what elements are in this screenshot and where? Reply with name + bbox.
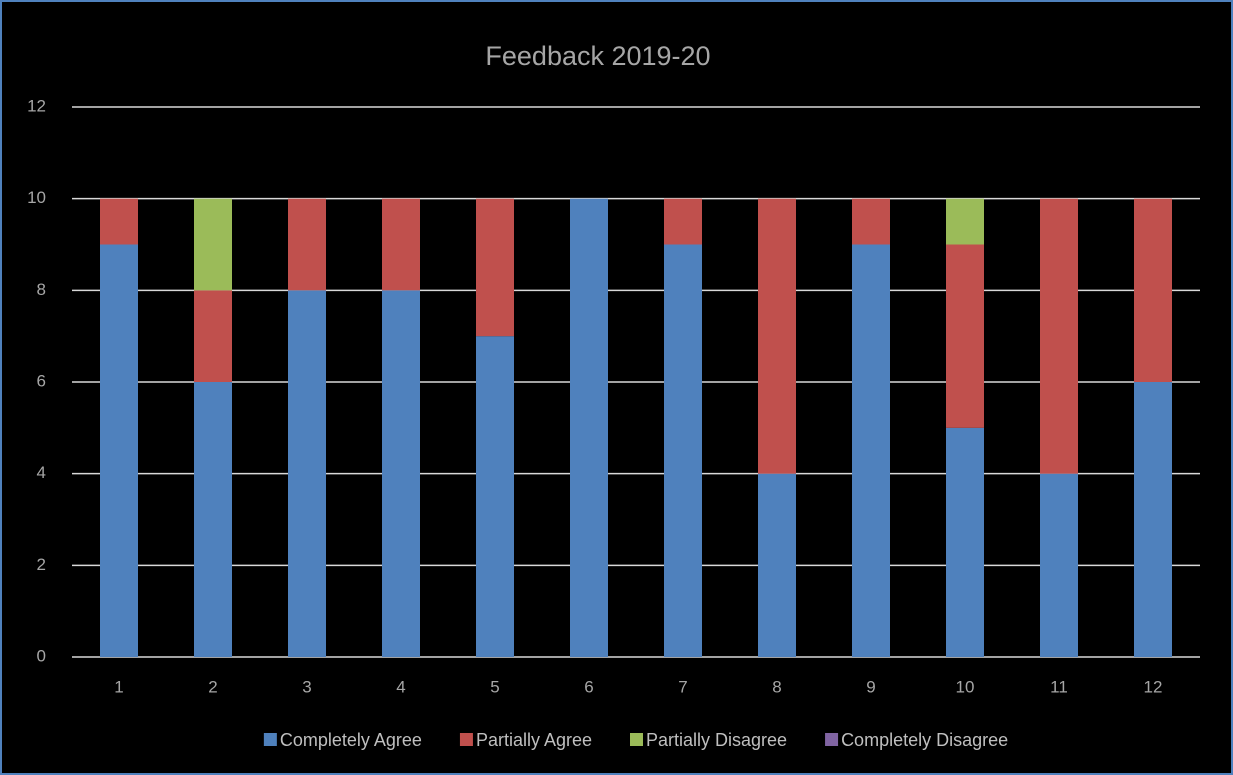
chart-title: Feedback 2019-20 — [485, 41, 710, 71]
bar-segment — [194, 382, 232, 657]
x-tick-label: 5 — [490, 677, 499, 696]
x-tick-label: 6 — [584, 677, 593, 696]
bar-segment — [382, 290, 420, 657]
bar-segment — [1040, 198, 1078, 474]
bar-segment — [664, 244, 702, 657]
x-tick-label: 3 — [302, 677, 311, 696]
y-tick-label: 4 — [37, 463, 46, 482]
legend-label: Completely Agree — [280, 730, 422, 750]
bar-segment — [476, 336, 514, 657]
legend-swatch — [630, 733, 643, 746]
bar-segment — [1134, 198, 1172, 382]
legend-label: Completely Disagree — [841, 730, 1008, 750]
x-tick-label: 2 — [208, 677, 217, 696]
bar-segment — [852, 244, 890, 657]
y-tick-label: 2 — [37, 555, 46, 574]
bar-segment — [664, 198, 702, 245]
bar-segment — [852, 198, 890, 245]
bar-segment — [194, 198, 232, 291]
x-tick-label: 4 — [396, 677, 405, 696]
legend-label: Partially Agree — [476, 730, 592, 750]
bar-segment — [946, 198, 984, 245]
bar-segment — [1134, 382, 1172, 657]
bar-segment — [476, 198, 514, 337]
legend-swatch — [825, 733, 839, 746]
bar-segment — [946, 244, 984, 428]
legend-swatch — [459, 733, 473, 746]
y-tick-label: 6 — [37, 371, 46, 390]
bar-segment — [288, 198, 326, 291]
bar-segment — [194, 290, 232, 382]
bar-segment — [100, 244, 138, 657]
x-tick-label: 7 — [678, 677, 687, 696]
bar-segment — [1040, 473, 1078, 657]
x-tick-label: 10 — [956, 677, 975, 696]
x-tick-label: 9 — [866, 677, 875, 696]
bar-segment — [288, 290, 326, 657]
x-tick-label: 8 — [772, 677, 781, 696]
bar-segment — [382, 198, 420, 291]
bar-segment — [100, 198, 138, 245]
bar-segment — [758, 198, 796, 474]
y-tick-label: 10 — [27, 188, 46, 207]
bar-segment — [758, 473, 796, 657]
x-tick-label: 11 — [1050, 677, 1068, 696]
y-tick-label: 12 — [27, 96, 46, 115]
legend-swatch — [263, 733, 277, 746]
bar-segment — [946, 427, 984, 657]
y-tick-label: 8 — [37, 280, 46, 299]
x-tick-label: 12 — [1144, 677, 1163, 696]
bar-segment — [570, 198, 608, 657]
x-tick-label: 1 — [114, 677, 123, 696]
y-tick-label: 0 — [37, 646, 46, 665]
legend-label: Partially Disagree — [646, 730, 787, 750]
